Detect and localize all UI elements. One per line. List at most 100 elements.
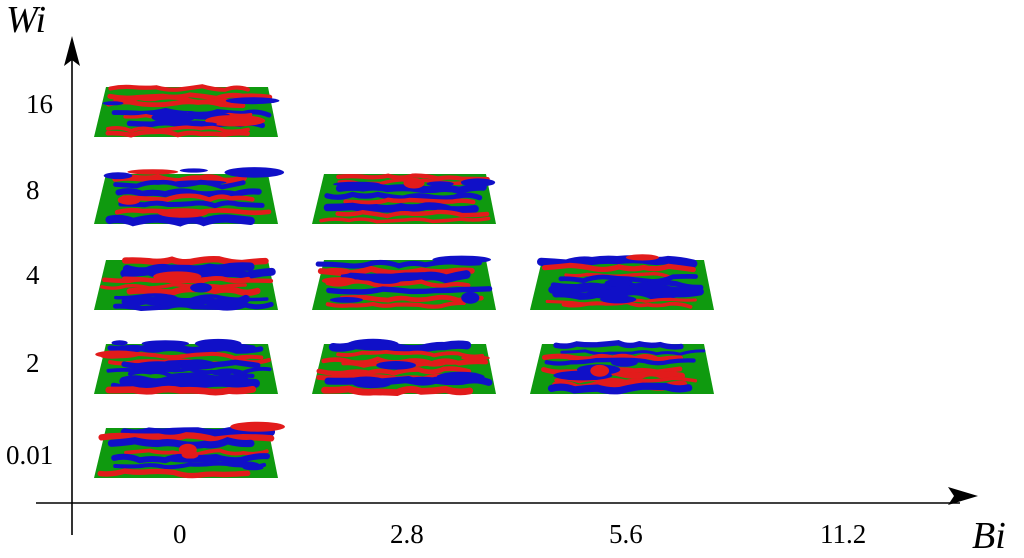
low-speed-structure — [432, 255, 492, 264]
low-speed-streak — [121, 294, 250, 308]
low-speed-streak — [326, 286, 493, 295]
low-speed-streak — [107, 436, 255, 449]
low-speed-structure — [190, 282, 212, 293]
snapshot-panel — [94, 84, 280, 138]
high-speed-streak — [98, 432, 275, 443]
snapshot-panel — [530, 340, 714, 395]
low-speed-structure — [460, 178, 496, 187]
high-speed-structure — [127, 169, 179, 175]
low-speed-structure — [151, 111, 196, 123]
x-tick-label: 0 — [173, 519, 187, 549]
y-axis-title: Wi — [6, 0, 46, 41]
high-speed-structure — [230, 421, 285, 432]
low-speed-structure — [352, 378, 392, 389]
high-speed-streak — [316, 366, 472, 376]
low-speed-structure — [402, 376, 443, 385]
low-speed-streak — [113, 301, 274, 312]
low-speed-streak — [113, 179, 246, 190]
low-speed-structure — [457, 377, 477, 382]
low-speed-structure — [426, 181, 454, 187]
low-speed-streak — [105, 214, 255, 227]
low-speed-structure — [194, 338, 242, 349]
low-speed-streak — [110, 381, 247, 390]
low-speed-structure — [172, 180, 227, 185]
snapshot-panel — [94, 338, 278, 396]
low-speed-structure — [225, 97, 280, 105]
low-speed-structure — [461, 291, 480, 304]
low-speed-streak — [127, 369, 255, 379]
high-speed-streak — [108, 84, 250, 92]
high-speed-structure — [590, 364, 610, 377]
high-speed-streak — [321, 385, 474, 397]
high-speed-streak — [121, 193, 255, 203]
low-speed-streak — [118, 200, 265, 209]
low-speed-structure — [436, 371, 485, 383]
low-speed-structure — [177, 362, 218, 370]
low-speed-structure — [223, 461, 259, 468]
high-speed-streak — [105, 125, 250, 134]
low-speed-structure — [347, 338, 399, 350]
high-speed-streak — [112, 174, 247, 185]
snapshot-panels — [94, 84, 714, 479]
x-axis-arrowhead — [948, 487, 978, 505]
low-speed-streak — [111, 344, 264, 355]
high-speed-structure — [205, 115, 266, 127]
low-speed-structure — [376, 361, 416, 370]
low-speed-streak — [553, 340, 684, 350]
low-speed-streak — [324, 191, 483, 201]
low-speed-structure — [179, 168, 208, 173]
low-speed-structure — [329, 297, 363, 303]
low-speed-structure — [224, 167, 285, 178]
high-speed-streak — [100, 282, 247, 290]
y-tick-label: 2 — [26, 348, 40, 378]
y-tick-label: 8 — [26, 175, 40, 205]
low-speed-streak — [548, 283, 692, 296]
low-speed-structure — [152, 294, 179, 306]
high-speed-structure — [95, 350, 141, 359]
high-speed-streak — [106, 99, 246, 109]
low-speed-streak — [552, 287, 704, 300]
high-speed-structure — [403, 177, 425, 189]
low-speed-structure — [102, 101, 124, 106]
low-speed-structure — [141, 340, 189, 347]
low-speed-streak — [115, 188, 262, 198]
y-tick-label: 0.01 — [6, 440, 53, 470]
high-speed-streak — [335, 209, 490, 219]
snapshot-panel — [94, 255, 278, 312]
low-speed-streak — [560, 349, 706, 356]
snapshot-panel — [94, 421, 285, 479]
x-tick-label: 11.2 — [820, 519, 866, 549]
low-speed-structure — [600, 295, 637, 304]
y-tick-label: 16 — [26, 89, 53, 119]
high-speed-streak — [105, 385, 257, 396]
y-tick-label: 4 — [26, 260, 40, 290]
x-tick-label: 2.8 — [390, 519, 424, 549]
high-speed-streak — [105, 129, 250, 138]
high-speed-streak — [325, 300, 466, 309]
low-speed-structure — [214, 374, 249, 384]
x-tick-label: 5.6 — [609, 519, 643, 549]
x-axis-title: Bi — [972, 515, 1006, 557]
high-speed-structure — [625, 254, 660, 261]
low-speed-structure — [133, 361, 183, 372]
low-speed-structure — [610, 358, 638, 367]
low-speed-streak — [547, 382, 693, 395]
high-speed-streak — [339, 294, 484, 303]
high-speed-structure — [158, 208, 208, 218]
high-speed-structure — [320, 267, 352, 275]
low-speed-streak — [537, 255, 698, 268]
low-speed-streak — [323, 202, 479, 214]
low-speed-structure — [167, 458, 223, 463]
low-speed-structure — [604, 278, 633, 287]
snapshot-panel — [94, 167, 285, 227]
low-speed-structure — [103, 172, 133, 180]
low-speed-structure — [351, 273, 410, 281]
high-speed-structure — [461, 355, 490, 361]
high-speed-streak — [97, 468, 251, 479]
low-speed-structure — [183, 121, 218, 127]
high-speed-streak — [101, 276, 251, 285]
snapshot-panel — [312, 173, 496, 224]
low-speed-structure — [111, 340, 128, 346]
snapshot-panel — [530, 254, 714, 310]
